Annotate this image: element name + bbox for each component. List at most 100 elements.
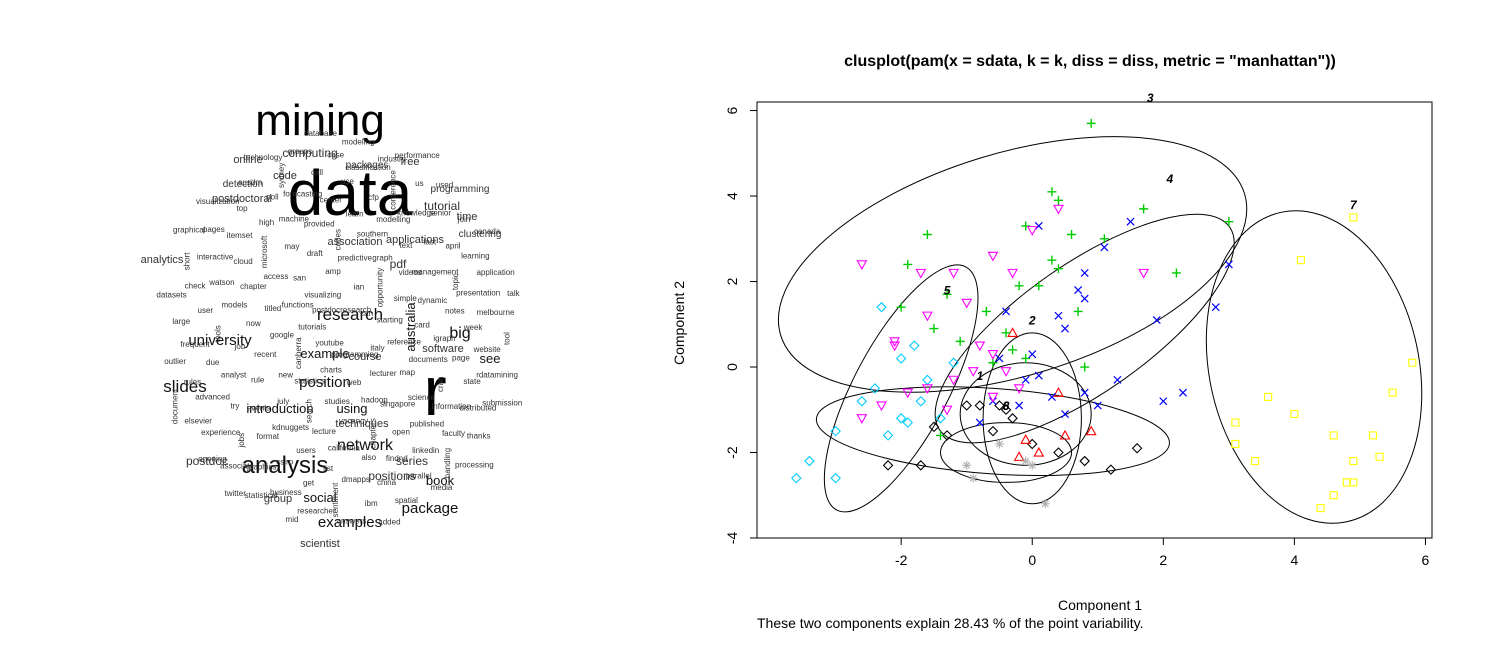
cluster-5-point	[922, 374, 933, 386]
cluster-6-point	[1000, 367, 1012, 377]
cluster-5-point	[791, 472, 802, 484]
word-cloud-word: analysis	[242, 452, 329, 479]
cluster-4-point	[1100, 243, 1109, 252]
word-cloud-word: april	[445, 241, 460, 250]
word-cloud-word: association	[327, 236, 382, 248]
cluster-4-point	[1060, 324, 1070, 333]
word-cloud-word: recent	[254, 350, 277, 359]
word-cloud-word: mining	[255, 96, 385, 145]
cluster-ellipse-5	[823, 264, 979, 513]
cluster-7-point	[1231, 418, 1240, 427]
word-cloud-word: management	[412, 267, 459, 276]
cluster-2-point	[1013, 451, 1025, 461]
word-cloud-word: open	[392, 428, 410, 437]
cluster-label-5: 5	[944, 283, 951, 297]
cluster-4-point	[1002, 307, 1011, 316]
word-cloud-word: processing	[455, 460, 494, 469]
word-cloud-word: china	[377, 478, 397, 487]
cluster-6-point	[961, 298, 973, 309]
cluster-4-point	[1034, 371, 1043, 380]
word-cloud-word: studies	[325, 397, 350, 406]
word-cloud-word: chapters	[369, 418, 378, 449]
word-cloud-word: predictive	[338, 254, 373, 263]
cluster-4-point	[995, 354, 1004, 363]
x-tick-label: 2	[1159, 552, 1167, 568]
word-cloud-word: data	[288, 157, 413, 229]
cluster-4-point	[1159, 397, 1168, 406]
word-cloud-word: users	[296, 446, 316, 455]
word-cloud-word: canada	[474, 227, 501, 236]
cluster-6-point	[856, 414, 868, 424]
word-cloud-word: can	[360, 309, 373, 318]
word-cloud-word: pdf	[390, 257, 407, 271]
data-points	[791, 118, 1417, 513]
word-cloud-word: australia	[403, 302, 418, 352]
word-cloud-word: sentiment	[331, 482, 340, 517]
word-cloud-word: machine	[279, 214, 310, 223]
word-cloud-word: techniques	[335, 418, 389, 430]
cluster-3-point	[1008, 345, 1018, 355]
word-cloud-word: case	[327, 151, 344, 160]
word-cloud-word: analytics	[141, 254, 184, 266]
y-axis-label: Component 2	[671, 281, 687, 365]
cluster-6-point	[941, 405, 953, 416]
word-cloud-word: groups	[288, 147, 312, 156]
word-cloud-word: position	[299, 374, 351, 391]
cluster-ellipse-2	[982, 332, 1082, 505]
word-cloud-word: media	[431, 483, 453, 492]
word-cloud-word: card	[414, 320, 430, 329]
cluster-label-8: 8	[1003, 399, 1010, 413]
cluster-6-point	[948, 375, 960, 386]
word-cloud-word: week	[463, 323, 484, 332]
word-cloud-word: answers	[337, 517, 367, 526]
cluster-3-point	[1171, 268, 1181, 278]
cluster-6-point	[921, 311, 933, 322]
word-cloud-word: web	[346, 378, 362, 387]
word-cloud-word: san	[293, 274, 306, 283]
word-cloud-word: analyst	[221, 370, 247, 379]
word-cloud-word: twitter	[225, 489, 247, 498]
word-cloud-word: senior	[429, 209, 451, 218]
word-cloud-word: application	[476, 268, 514, 277]
cluster-label-2: 2	[1028, 313, 1036, 327]
word-cloud-word: detection	[223, 179, 264, 190]
cluster-1-point	[1079, 455, 1090, 467]
word-cloud-word: published	[410, 419, 444, 428]
word-cloud-word: map	[400, 368, 416, 377]
word-cloud-word: opening	[198, 454, 226, 463]
word-cloud-word: thanks	[467, 432, 491, 441]
word-cloud-word: lecture	[312, 427, 337, 436]
word-cloud-word: graph	[372, 254, 392, 263]
word-cloud-word: cran	[436, 376, 445, 392]
cluster-3-point	[981, 306, 991, 316]
cluster-3-point	[1099, 234, 1109, 244]
word-cloud-word: get	[303, 479, 315, 488]
word-cloud-word: knowledge	[397, 208, 436, 217]
cluster-2-point	[1053, 387, 1064, 397]
cluster-7-point	[1296, 256, 1305, 265]
x-tick-label: 6	[1422, 552, 1430, 568]
y-tick-label: 2	[724, 277, 740, 285]
cluster-4-point	[1015, 401, 1024, 410]
word-cloud-word: large	[172, 317, 190, 326]
word-cloud-word: state	[463, 377, 481, 386]
cluster-3-point	[903, 259, 913, 269]
word-cloud-word: opportunity	[375, 268, 384, 308]
cluster-3-point	[935, 430, 945, 440]
word-cloud-word: modelling	[376, 215, 410, 224]
word-cloud-word: outlier	[164, 357, 186, 366]
cluster-5-point	[895, 413, 907, 424]
word-cloud-word: topic	[451, 273, 460, 290]
cluster-6-point	[967, 367, 979, 377]
word-cloud-word: tutorial	[424, 199, 460, 213]
word-cloud-word: italy	[370, 343, 384, 352]
word-cloud-word: document	[170, 388, 179, 424]
cluster-1-point	[941, 430, 953, 441]
cluster-6-point	[889, 341, 901, 352]
cluster-4-point	[1126, 217, 1135, 226]
cluster-3-point	[1034, 281, 1044, 291]
cluster-4-point	[1080, 294, 1089, 303]
cluster-1-point	[961, 400, 972, 411]
cluster-7-point	[1251, 457, 1260, 466]
cluster-2-point	[1085, 425, 1097, 436]
